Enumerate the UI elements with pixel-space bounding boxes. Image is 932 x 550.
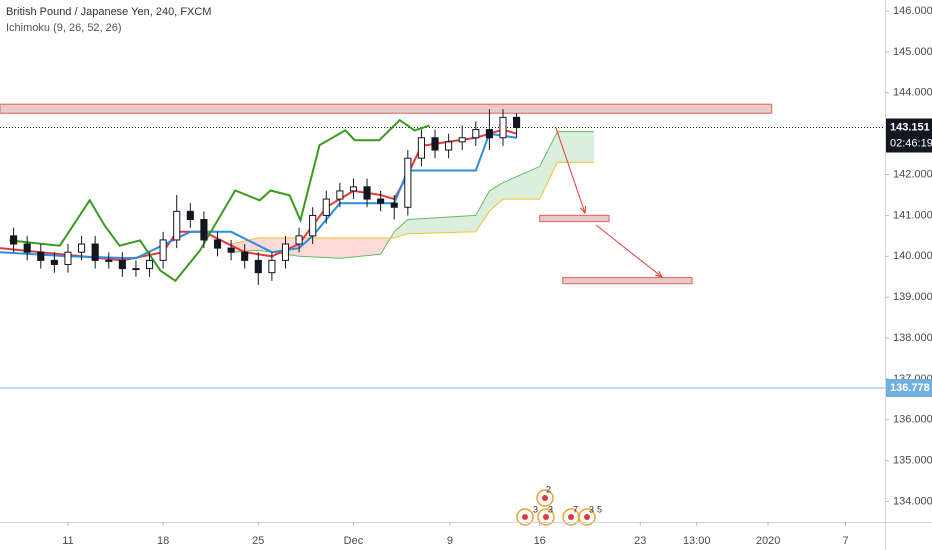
candle-body xyxy=(227,247,235,253)
event-icon-dot xyxy=(542,495,548,501)
candle-body xyxy=(64,251,72,265)
cloud-fill xyxy=(539,131,558,200)
price-zone xyxy=(539,214,610,223)
candle-body xyxy=(363,186,371,200)
candle-body xyxy=(173,210,181,241)
ichimoku-line xyxy=(9,118,430,283)
event-count: 3 xyxy=(589,504,594,514)
event-count: 3 xyxy=(533,504,538,514)
indicator-title: Ichimoku (9, 26, 52, 26) xyxy=(6,22,122,34)
candle-body xyxy=(513,116,521,129)
candle-body xyxy=(78,243,86,253)
candle-body xyxy=(499,116,507,139)
projection-arrow xyxy=(595,224,663,278)
projection-arrow xyxy=(555,127,586,214)
price-label-bg xyxy=(886,379,932,398)
x-tick-label: 18 xyxy=(157,535,169,547)
candle-body xyxy=(322,198,330,216)
price-label: 143.151 xyxy=(890,121,930,133)
x-tick-label: 9 xyxy=(447,535,453,547)
candle-body xyxy=(200,219,208,241)
candle-body xyxy=(472,129,480,139)
y-tick-label: 146.000 xyxy=(893,5,932,17)
cloud-fill xyxy=(475,190,490,232)
y-tick-label: 142.000 xyxy=(893,168,932,180)
y-tick-label: 139.000 xyxy=(893,291,932,303)
candle-body xyxy=(349,186,358,192)
candle-body xyxy=(390,202,398,208)
x-tick-label: 7 xyxy=(843,535,849,547)
x-tick-label: 16 xyxy=(534,535,546,547)
countdown-label: 02:46:19 xyxy=(890,137,932,149)
candle-body xyxy=(431,137,439,151)
x-tick-label: 2020 xyxy=(756,535,780,547)
price-zone xyxy=(562,276,693,285)
y-tick-label: 138.000 xyxy=(893,332,932,344)
event-count: 3 xyxy=(548,504,553,514)
arrow-head xyxy=(655,270,664,278)
candle-body xyxy=(254,259,262,274)
span-a-line xyxy=(231,131,595,259)
event-count: 2 xyxy=(546,484,551,494)
candle-body xyxy=(336,190,344,200)
x-tick-label: Dec xyxy=(344,535,364,547)
candle-body xyxy=(309,214,317,237)
arrow-head xyxy=(579,205,586,215)
candle-body xyxy=(118,259,126,270)
candle-body xyxy=(10,235,18,245)
symbol-title: British Pound / Japanese Yen, 240, FXCM xyxy=(6,6,211,18)
candle-body xyxy=(417,137,425,159)
candle-body xyxy=(159,239,167,261)
y-tick-label: 144.000 xyxy=(893,87,932,99)
cloud-fill xyxy=(489,182,503,212)
cloud-fill xyxy=(299,237,340,259)
y-tick-label: 140.000 xyxy=(893,250,932,262)
candle-body xyxy=(50,259,58,265)
candle-body xyxy=(105,259,113,262)
candle-body xyxy=(445,141,453,151)
cloud-fill xyxy=(394,219,408,238)
candle-body xyxy=(404,157,412,208)
x-tick-label: 11 xyxy=(62,535,73,547)
x-tick-label: 13:00 xyxy=(683,535,711,547)
event-icon-dot xyxy=(522,514,528,520)
y-tick-label: 134.000 xyxy=(893,495,932,507)
candle-body xyxy=(186,210,194,221)
price-zone xyxy=(0,103,773,114)
candle-body xyxy=(295,235,303,245)
cloud-fill xyxy=(339,237,381,259)
candle-body xyxy=(458,137,466,143)
event-icon-dot xyxy=(568,514,574,520)
candle-body xyxy=(91,243,99,261)
y-tick-label: 136.000 xyxy=(893,414,932,426)
plot-area: 23 3 7 3 5 xyxy=(0,103,885,526)
x-tick-label: 25 xyxy=(252,535,264,547)
candle-body xyxy=(241,251,249,261)
y-tick-label: 135.000 xyxy=(893,455,932,467)
event-count: 5 xyxy=(597,504,602,514)
candle-body xyxy=(145,259,154,270)
candle-body xyxy=(37,251,45,261)
candle-body xyxy=(485,129,493,139)
event-icon-dot xyxy=(584,514,590,520)
price-label: 136.778 xyxy=(890,382,930,394)
candle-body xyxy=(23,243,31,253)
candle-body xyxy=(213,239,222,249)
event-icon-dot xyxy=(543,514,549,520)
cloud-fill xyxy=(407,215,476,234)
price-label-bg xyxy=(886,118,932,153)
candle-body xyxy=(281,243,290,261)
y-tick-label: 141.000 xyxy=(893,209,932,221)
candle-body xyxy=(377,198,385,204)
cloud-fill xyxy=(502,166,540,200)
cloud-fill xyxy=(557,131,595,163)
event-count: 7 xyxy=(573,504,578,514)
candle-body xyxy=(268,259,276,274)
candle-body xyxy=(132,268,140,271)
y-tick-label: 145.000 xyxy=(893,46,932,58)
x-tick-label: 23 xyxy=(634,535,646,547)
